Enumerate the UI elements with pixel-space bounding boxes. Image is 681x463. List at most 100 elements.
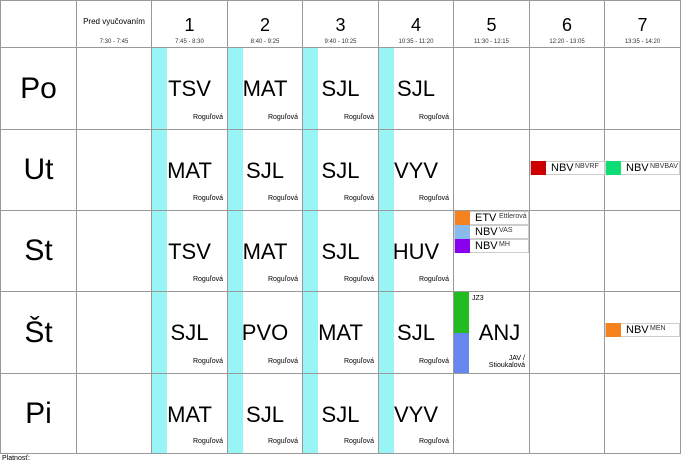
header-cell: 3 9:40 - 10:25 <box>303 1 379 48</box>
lesson-item: NBV NBVRF <box>530 161 605 175</box>
break-strip <box>379 211 394 291</box>
break-strip <box>303 48 318 129</box>
lesson-cell <box>454 130 530 211</box>
teacher: Roguľová <box>418 358 449 365</box>
subject: VYV <box>393 402 439 427</box>
subject: SJL <box>170 320 209 345</box>
subject: SJL <box>321 239 360 264</box>
teacher: Roguľová <box>192 195 223 202</box>
lesson-cell: TSV Roguľová <box>152 48 228 130</box>
period-time: 13:35 - 14:20 <box>624 39 661 45</box>
lesson-item: NBV NBVBAV <box>605 161 680 175</box>
subject: MAT <box>167 402 212 427</box>
item-note: Ettlerová <box>499 213 527 220</box>
teacher: Roguľová <box>267 438 298 445</box>
subject: PVO <box>241 320 289 345</box>
lesson-cell <box>454 48 530 130</box>
header-cell: 1 7:45 - 8:30 <box>152 1 228 48</box>
item-color <box>606 161 621 175</box>
lesson-cell: NBV NBVBAV <box>605 130 681 211</box>
item-note: VAS <box>499 227 513 234</box>
teacher: Roguľová <box>267 195 298 202</box>
lesson-cell <box>77 130 152 211</box>
subject: TSV <box>168 76 211 101</box>
header-cell: Pred vyučovaním 7:30 - 7:45 <box>77 1 152 48</box>
lesson-cell: ETV Ettlerová NBV VAS NBV MH <box>454 211 530 292</box>
teacher: JAV / Stioukalová <box>488 355 525 369</box>
lesson-cell: SJL Roguľová <box>228 130 303 211</box>
break-strip <box>303 374 318 453</box>
lesson-cell: SJL Roguľová <box>379 292 454 374</box>
break-strip <box>228 48 243 129</box>
lesson-cell: HUV Roguľová <box>379 211 454 292</box>
lesson-item: NBV MEN <box>605 323 680 337</box>
day-label: St <box>0 211 77 292</box>
period-time: 11:30 - 12:15 <box>474 39 509 45</box>
item-note: MEN <box>650 325 666 332</box>
teacher: Roguľová <box>343 276 374 283</box>
lesson-cell: MAT Roguľová <box>152 130 228 211</box>
period-time: 7:30 - 7:45 <box>99 39 129 45</box>
subject: SJL <box>397 320 435 345</box>
item-color <box>455 225 470 239</box>
break-strip <box>152 130 167 210</box>
lesson-cell: SJL Roguľová <box>303 48 379 130</box>
teacher: Roguľová <box>343 195 374 202</box>
break-strip <box>228 374 243 453</box>
lesson-cell: SJL Roguľová <box>303 130 379 211</box>
subject: HUV <box>392 239 440 264</box>
teacher: Roguľová <box>192 438 223 445</box>
item-subject: NBV <box>475 240 498 252</box>
lesson-cell: SJL Roguľová <box>303 374 379 454</box>
header-cell: 2 8:40 - 9:25 <box>228 1 303 48</box>
lesson-cell: SJL Roguľová <box>303 211 379 292</box>
break-strip <box>228 211 243 291</box>
item-note: MH <box>499 241 510 248</box>
teacher: Roguľová <box>267 114 298 121</box>
subject: MAT <box>167 158 212 183</box>
period-time: 10:35 - 11:20 <box>398 39 434 45</box>
lesson-cell <box>530 374 605 454</box>
break-strip <box>303 130 318 210</box>
lesson-cell <box>530 48 605 130</box>
subject: MAT <box>242 239 288 264</box>
lesson-cell: MAT Roguľová <box>152 374 228 454</box>
lesson-cell <box>530 211 605 292</box>
break-strip <box>379 130 394 210</box>
teacher: Roguľová <box>343 358 374 365</box>
day-label: Po <box>0 48 77 130</box>
break-strip <box>303 211 318 291</box>
item-subject: NBV <box>551 162 574 174</box>
subject: MAT <box>242 76 288 101</box>
teacher: Roguľová <box>418 195 449 202</box>
teacher: Roguľová <box>192 276 223 283</box>
day-label: Št <box>0 292 77 374</box>
item-subject: NBV <box>626 324 649 336</box>
day-label: Pi <box>0 374 77 454</box>
lesson-cell: SJL Roguľová <box>379 48 454 130</box>
break-strip <box>379 292 394 373</box>
lesson-cell: MAT Roguľová <box>303 292 379 374</box>
subject: MAT <box>318 320 363 345</box>
item-color <box>455 239 470 253</box>
break-strip <box>303 292 318 373</box>
item-color <box>531 161 546 175</box>
break-strip <box>152 292 167 373</box>
subject: ANJ <box>478 320 521 345</box>
subject: VYV <box>393 158 439 183</box>
teacher: Roguľová <box>267 276 298 283</box>
lesson-cell: VYV Roguľová <box>379 130 454 211</box>
group-label: JZ3 <box>472 295 484 302</box>
footer: Platnosť: <box>2 455 30 462</box>
lesson-cell: PVO Roguľová <box>228 292 303 374</box>
lesson-cell <box>605 211 681 292</box>
lesson-cell <box>77 292 152 374</box>
item-note: NBVRF <box>575 163 599 170</box>
teacher: Roguľová <box>418 114 449 121</box>
item-color <box>606 323 621 337</box>
lesson-cell: NBV MEN <box>605 292 681 374</box>
break-strip <box>228 130 243 210</box>
teacher: Roguľová <box>343 438 374 445</box>
corner-cell <box>0 1 77 48</box>
